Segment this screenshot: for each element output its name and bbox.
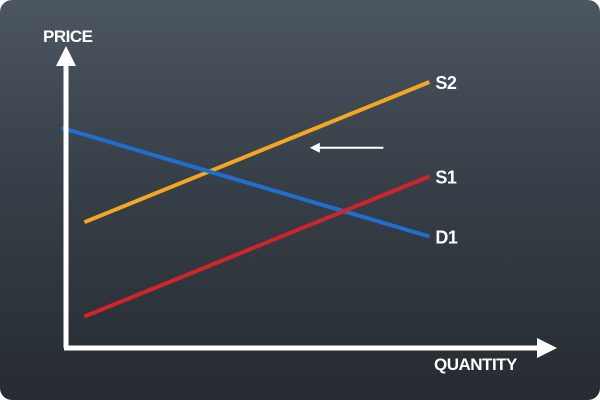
series-layer: S2 D1 S1 xyxy=(60,73,458,319)
axes: PRICE QUANTITY xyxy=(43,27,557,374)
series-label-d1: D1 xyxy=(435,228,457,248)
series-label-s1: S1 xyxy=(435,167,457,187)
series-line-s1 xyxy=(83,174,431,319)
y-axis-label: PRICE xyxy=(43,27,93,46)
annotation-layer xyxy=(309,142,384,153)
shift-arrow-head xyxy=(309,142,320,153)
series-line-d1 xyxy=(60,125,430,239)
series-label-s2: S2 xyxy=(435,73,457,93)
x-axis-label: QUANTITY xyxy=(434,355,518,374)
x-axis-arrowhead xyxy=(537,338,557,358)
y-axis-arrowhead xyxy=(56,46,76,66)
series-line-s2 xyxy=(83,80,431,225)
